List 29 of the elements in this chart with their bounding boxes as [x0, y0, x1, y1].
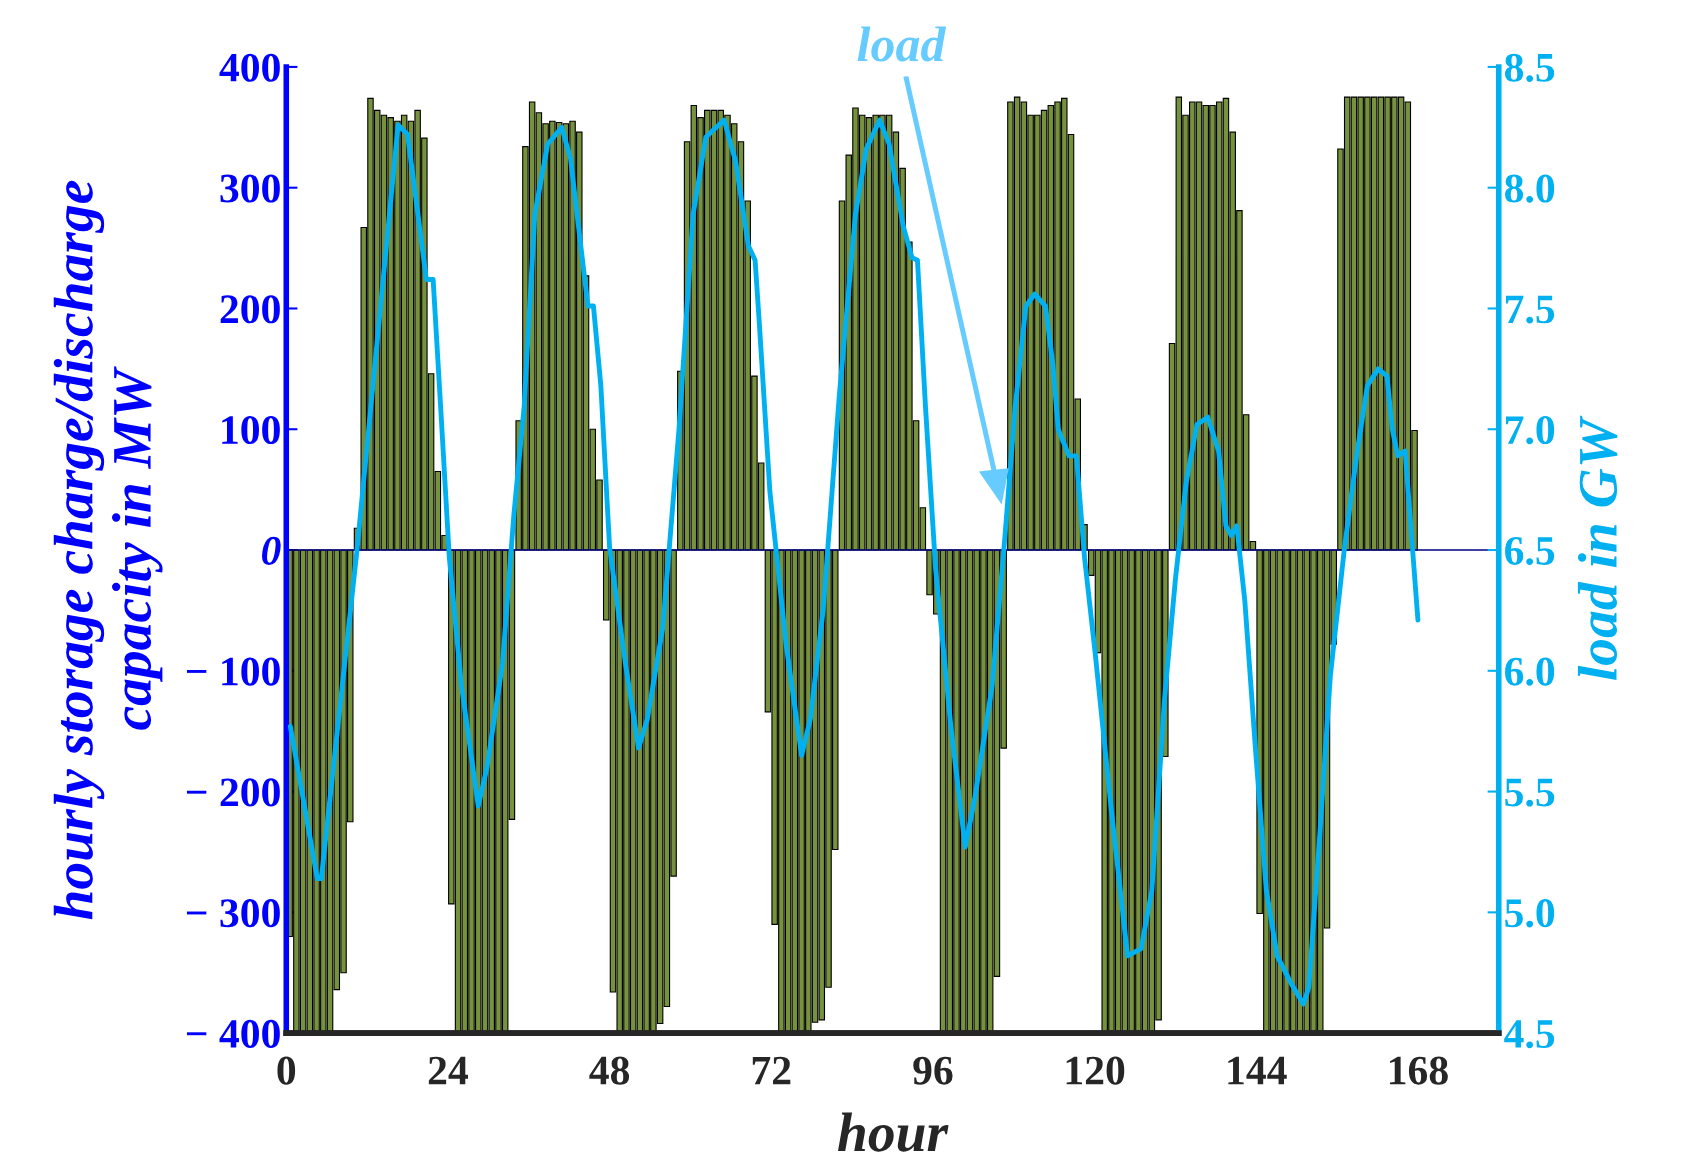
y-tick-label: 100: [222, 415, 280, 445]
y2-tick-label: 7.0: [1506, 415, 1555, 445]
x-tick-label: 24: [428, 1056, 468, 1085]
y-tick-label: − 300: [186, 899, 280, 928]
y-tick-label: − 200: [186, 778, 280, 807]
x-tick-label: 168: [1390, 1056, 1448, 1085]
y2-tick-label: 5.0: [1505, 899, 1555, 928]
y2-tick-label: 7.5: [1506, 295, 1555, 324]
x-tick-label: 120: [1066, 1056, 1125, 1085]
y-tick-label: 400: [219, 53, 280, 82]
y2-axis-title: load in GW: [1577, 415, 1618, 680]
y-tick-label: 300: [220, 174, 280, 203]
x-axis-title: hour: [838, 1112, 949, 1152]
y-axis-title: hourly storage charge/discharge capacity in MW: [53, 180, 163, 920]
y-tick-label: 200: [220, 295, 280, 324]
y-tick-label: − 100: [186, 657, 280, 686]
y-tick-label: 0: [262, 536, 281, 565]
y2-tick-label: 5.5: [1505, 778, 1555, 807]
y2-tick-label: 6.5: [1505, 536, 1555, 566]
x-tick-label: 144: [1228, 1056, 1287, 1085]
y2-tick-label: 8.5: [1505, 53, 1555, 82]
y2-tick-label: 8.0: [1505, 174, 1555, 203]
y2-tick-label: 6.0: [1505, 657, 1555, 686]
x-tick-label: 96: [913, 1056, 953, 1085]
x-tick-label: 72: [752, 1056, 791, 1085]
x-tick-label: 48: [589, 1056, 630, 1085]
y-tick-label: − 400: [186, 1019, 280, 1048]
y2-tick-label: 4.5: [1504, 1020, 1555, 1049]
text: load: [857, 26, 947, 62]
